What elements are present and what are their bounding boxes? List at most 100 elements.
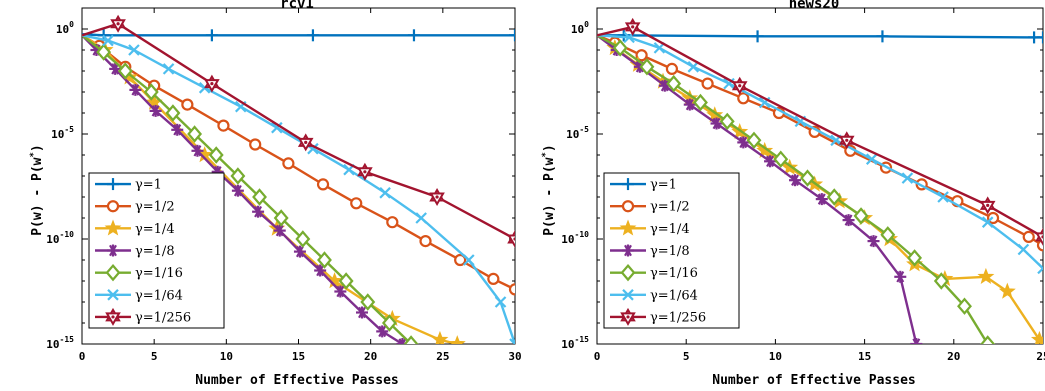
data-point bbox=[128, 44, 140, 56]
legend-entry: γ=1/2 bbox=[95, 200, 175, 215]
y-tick-label: 10-10 bbox=[46, 230, 74, 246]
data-point bbox=[431, 330, 449, 344]
legend-marker bbox=[622, 178, 634, 191]
data-point bbox=[693, 93, 708, 112]
legend-label: γ=1 bbox=[135, 178, 162, 193]
legend-entry: γ=1/64 bbox=[610, 288, 698, 303]
data-point bbox=[419, 235, 432, 248]
legend-entry: γ=1/256 bbox=[95, 307, 191, 326]
data-point bbox=[624, 17, 641, 36]
x-tick-label: 10 bbox=[220, 350, 233, 363]
data-point bbox=[273, 209, 289, 227]
data-point bbox=[231, 184, 244, 197]
data-point bbox=[463, 254, 475, 266]
data-point bbox=[249, 138, 262, 151]
data-point bbox=[635, 49, 648, 62]
data-point bbox=[838, 131, 855, 150]
data-point bbox=[96, 43, 112, 61]
data-point bbox=[1030, 330, 1043, 344]
legend-marker bbox=[105, 263, 121, 282]
series-5 bbox=[597, 31, 1043, 275]
data-point bbox=[282, 157, 295, 170]
data-point bbox=[737, 92, 750, 105]
legend-marker bbox=[620, 263, 636, 282]
series-0 bbox=[597, 29, 1043, 44]
data-point bbox=[719, 112, 735, 131]
data-point bbox=[381, 314, 397, 332]
data-point bbox=[252, 188, 267, 206]
data-point bbox=[356, 306, 369, 319]
legend-label: γ=1/64 bbox=[135, 288, 183, 303]
data-point bbox=[403, 335, 419, 344]
legend-label: γ=1 bbox=[650, 178, 677, 193]
legend-entry: γ=1/256 bbox=[610, 307, 706, 326]
y-tick-label: 10-5 bbox=[566, 125, 589, 141]
legend-marker bbox=[107, 244, 119, 257]
data-point bbox=[386, 216, 399, 229]
data-point bbox=[306, 29, 319, 42]
series-line bbox=[597, 34, 989, 344]
data-point bbox=[865, 153, 878, 165]
series-6 bbox=[82, 14, 515, 249]
data-point bbox=[876, 30, 889, 43]
data-point bbox=[665, 62, 679, 76]
data-point bbox=[901, 172, 914, 184]
data-point bbox=[187, 125, 203, 143]
data-point bbox=[773, 150, 789, 168]
chart-news20: news20 Number of Effective Passes P(w) -… bbox=[541, 0, 1045, 388]
data-point bbox=[205, 29, 218, 42]
data-point bbox=[379, 187, 391, 199]
data-point bbox=[815, 193, 828, 206]
x-tick-label: 20 bbox=[364, 350, 377, 363]
legend-marker bbox=[106, 200, 120, 213]
data-point bbox=[217, 119, 230, 132]
x-tick-label: 30 bbox=[508, 350, 521, 363]
data-point bbox=[687, 61, 700, 73]
legend-label: γ=1/8 bbox=[135, 244, 175, 259]
data-point bbox=[894, 270, 907, 283]
legend-entry: γ=1/16 bbox=[610, 263, 698, 282]
legend-marker bbox=[620, 307, 636, 326]
data-point bbox=[756, 141, 774, 159]
legend-label: γ=1/2 bbox=[135, 200, 175, 215]
series-layer bbox=[82, 14, 515, 344]
x-axis-label: Number of Effective Passes bbox=[712, 373, 916, 388]
legend-entry: γ=1/64 bbox=[95, 288, 183, 303]
x-tick-label: 15 bbox=[292, 350, 305, 363]
data-point bbox=[181, 98, 194, 111]
data-point bbox=[979, 196, 996, 215]
data-point bbox=[117, 62, 133, 80]
data-point bbox=[977, 267, 995, 285]
legend-entry: γ=1/2 bbox=[610, 200, 690, 215]
data-point bbox=[937, 191, 949, 203]
legend-label: γ=1/8 bbox=[650, 244, 690, 259]
data-point bbox=[171, 123, 184, 136]
data-point bbox=[746, 131, 762, 149]
data-point bbox=[800, 169, 815, 187]
legend-marker bbox=[619, 219, 637, 236]
data-point bbox=[360, 293, 376, 311]
legend-marker bbox=[107, 289, 119, 301]
data-point bbox=[683, 98, 696, 111]
data-point bbox=[751, 30, 764, 43]
legend-marker bbox=[105, 307, 121, 326]
data-point bbox=[376, 325, 389, 338]
data-point bbox=[639, 58, 655, 76]
data-point bbox=[701, 77, 714, 90]
data-point bbox=[981, 216, 994, 228]
data-point bbox=[110, 14, 126, 33]
series-line bbox=[82, 34, 515, 344]
legend-entry: γ=1/8 bbox=[95, 244, 175, 259]
data-point bbox=[204, 74, 220, 93]
y-tick-label: 10-15 bbox=[46, 335, 74, 351]
data-point bbox=[764, 155, 777, 168]
legend-entry: γ=1 bbox=[95, 178, 162, 193]
data-point bbox=[737, 136, 750, 149]
legend-label: γ=1/4 bbox=[135, 222, 175, 237]
data-point bbox=[1037, 262, 1043, 275]
data-point bbox=[826, 188, 842, 206]
data-point bbox=[295, 230, 311, 248]
series-line bbox=[82, 33, 515, 37]
data-point bbox=[334, 285, 347, 298]
